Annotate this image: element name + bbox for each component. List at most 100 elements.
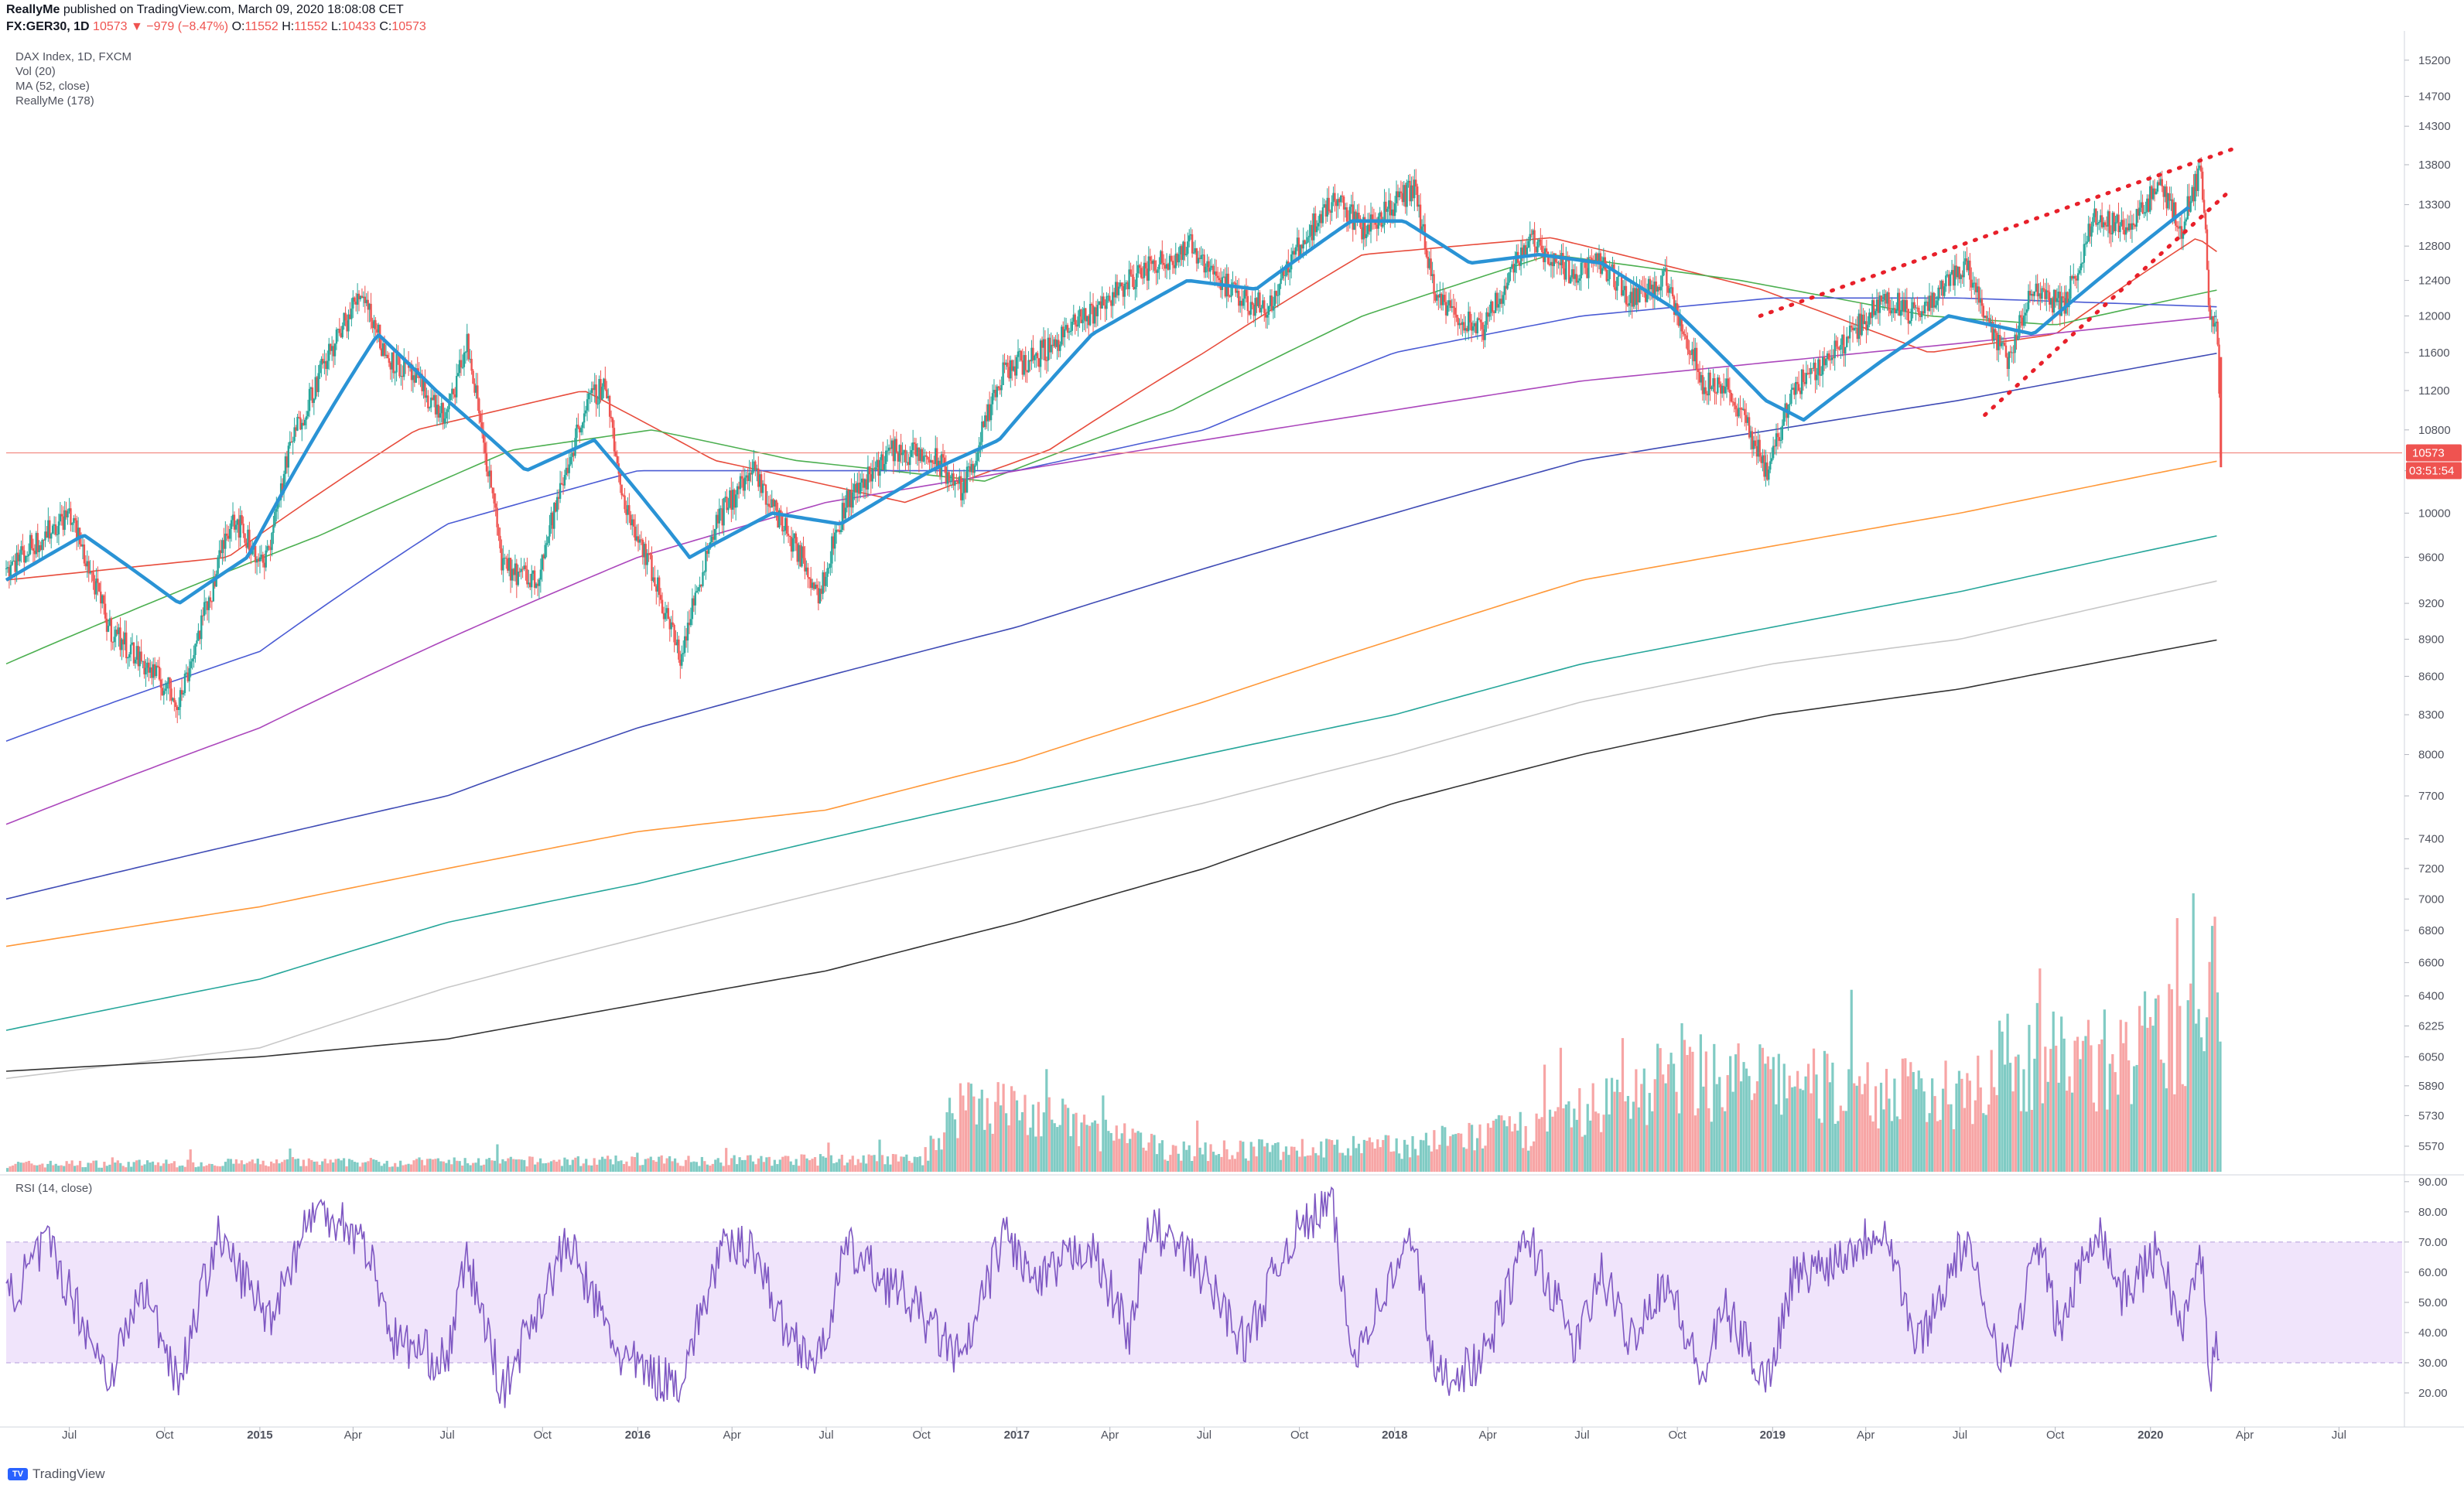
candle-body bbox=[1294, 247, 1297, 255]
candle-body bbox=[582, 422, 584, 428]
candle-body bbox=[1034, 355, 1036, 360]
candle-body bbox=[1950, 270, 1953, 275]
candle-body bbox=[455, 376, 458, 398]
candle-body bbox=[1769, 461, 1772, 470]
volume-bar bbox=[356, 1162, 359, 1172]
volume-bar bbox=[1707, 1108, 1710, 1172]
volume-bar bbox=[501, 1159, 504, 1172]
candle-body bbox=[1669, 288, 1671, 293]
volume-bar bbox=[36, 1165, 39, 1172]
candle-body bbox=[1120, 282, 1123, 286]
candle-body bbox=[421, 374, 423, 391]
candle-body bbox=[1356, 213, 1358, 223]
candle-body bbox=[332, 346, 335, 357]
volume-bar bbox=[1815, 1074, 1818, 1172]
volume-bar bbox=[2111, 1053, 2114, 1172]
volume-bar bbox=[1400, 1159, 1403, 1172]
candle-body bbox=[1208, 261, 1210, 272]
candle-body bbox=[2209, 305, 2212, 320]
price-tick-label: 13300 bbox=[2418, 199, 2451, 212]
candle-body bbox=[347, 314, 350, 332]
candle-body bbox=[1165, 264, 1168, 269]
volume-bar bbox=[1527, 1150, 1530, 1172]
candle-body bbox=[263, 562, 265, 568]
candle-body bbox=[209, 597, 212, 602]
candle-body bbox=[1101, 296, 1103, 309]
candle-body bbox=[496, 507, 498, 527]
candle-body bbox=[384, 354, 388, 357]
volume-bar bbox=[2068, 1076, 2071, 1172]
volume-bar bbox=[668, 1156, 672, 1172]
volume-bar bbox=[108, 1164, 111, 1172]
candle-body bbox=[464, 352, 467, 353]
candle-body bbox=[1923, 302, 1926, 314]
candle-body bbox=[1820, 374, 1823, 376]
volume-bar bbox=[1451, 1134, 1454, 1172]
volume-bar bbox=[1691, 1051, 1694, 1172]
volume-bar bbox=[11, 1165, 15, 1172]
candle-body bbox=[248, 529, 251, 551]
volume-bar bbox=[959, 1083, 962, 1172]
candle-body bbox=[148, 662, 150, 673]
candle-body bbox=[667, 608, 670, 620]
author-name[interactable]: ReallyMe bbox=[6, 3, 60, 16]
candle-body bbox=[2051, 298, 2054, 313]
volume-bar bbox=[678, 1166, 682, 1172]
volume-bar bbox=[1026, 1135, 1030, 1172]
candle-body bbox=[430, 398, 432, 408]
candle-body bbox=[879, 459, 881, 476]
candle-body bbox=[1415, 179, 1417, 187]
candle-body bbox=[51, 525, 54, 534]
candle-body bbox=[1867, 324, 1869, 331]
candle-body bbox=[1916, 307, 1919, 309]
volume-bar bbox=[1069, 1136, 1072, 1172]
volume-bar bbox=[1764, 1063, 1767, 1172]
moving-average-line-5 bbox=[5, 353, 2217, 900]
candle-body bbox=[736, 486, 739, 495]
candle-body bbox=[87, 561, 90, 574]
candle-body bbox=[895, 439, 898, 452]
volume-bar bbox=[719, 1162, 723, 1172]
candle-body bbox=[1695, 347, 1698, 370]
candle-body bbox=[1953, 265, 1957, 286]
candle-body bbox=[1211, 265, 1213, 268]
candle-body bbox=[70, 508, 72, 525]
volume-bar bbox=[972, 1096, 976, 1172]
volume-bar bbox=[1196, 1120, 1199, 1172]
candle-body bbox=[341, 326, 343, 338]
volume-bar bbox=[2159, 1059, 2163, 1172]
candle-body bbox=[1205, 267, 1207, 273]
candle-body bbox=[1176, 253, 1178, 263]
rsi-legend[interactable]: RSI (14, close) bbox=[15, 1182, 93, 1195]
candle-body bbox=[1398, 191, 1401, 198]
candle-body bbox=[1993, 329, 1995, 341]
candle-body bbox=[95, 579, 97, 595]
volume-bar bbox=[800, 1154, 803, 1172]
candle-body bbox=[2189, 201, 2192, 212]
volume-bar bbox=[2055, 1046, 2058, 1172]
legend-ma[interactable]: MA (52, close) bbox=[15, 80, 90, 93]
candle-body bbox=[453, 388, 455, 394]
candle-body bbox=[1843, 334, 1845, 354]
candle-body bbox=[796, 543, 798, 562]
legend-vol[interactable]: Vol (20) bbox=[15, 65, 56, 78]
volume-bar bbox=[700, 1156, 703, 1172]
footer-brand[interactable]: TradingView bbox=[32, 1466, 105, 1481]
time-tick-label: Apr bbox=[1101, 1429, 1119, 1442]
candle-body bbox=[431, 398, 434, 401]
volume-bar bbox=[542, 1163, 545, 1172]
price-tick-label: 6050 bbox=[2418, 1050, 2444, 1063]
candle-body bbox=[159, 679, 162, 688]
candle-body bbox=[689, 619, 692, 626]
candle-body bbox=[1663, 271, 1665, 276]
candle-body bbox=[2119, 225, 2121, 233]
volume-bar bbox=[256, 1159, 259, 1172]
candle-body bbox=[1473, 323, 1476, 326]
legend-custom[interactable]: ReallyMe (178) bbox=[15, 94, 94, 108]
candle-body bbox=[858, 483, 860, 494]
candle-body bbox=[255, 558, 258, 563]
candle-body bbox=[1048, 337, 1051, 353]
candle-body bbox=[572, 452, 575, 456]
rsi-tick-label: 70.00 bbox=[2418, 1236, 2448, 1249]
